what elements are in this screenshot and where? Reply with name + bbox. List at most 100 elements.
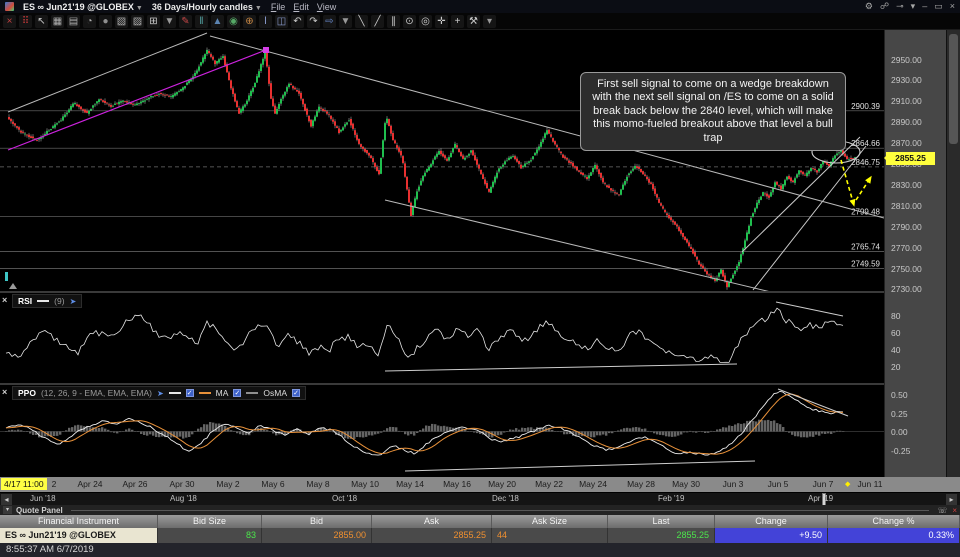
rsi-trendline[interactable] (384, 363, 738, 372)
clock-icon[interactable]: ◔ (83, 14, 96, 28)
ray-line-icon[interactable]: ╱ (371, 14, 384, 28)
text-tool-icon[interactable]: Ⅰ (259, 14, 272, 28)
pointer-icon[interactable]: ➤ (156, 388, 164, 398)
scrollbar-thumb[interactable] (949, 34, 958, 144)
print-icon[interactable]: ▤ (67, 14, 80, 28)
pyramid-icon[interactable]: ▲ (211, 14, 224, 28)
note-tool-icon[interactable]: ◫ (275, 14, 288, 28)
timeframe-selector[interactable]: 36 Days/Hourly candles ▼ (152, 2, 262, 12)
quote-cell[interactable]: ES ∞ Jun21'19 @GLOBEX (0, 528, 158, 543)
rsi-chart-pane[interactable] (0, 293, 884, 388)
quote-cell[interactable]: 0.33% (828, 528, 960, 543)
cursor-icon[interactable]: ↖ (35, 14, 48, 28)
time-label: May 8 (306, 479, 330, 489)
snap-grid-icon[interactable]: ⠿ (19, 14, 32, 28)
chart-type-dropdown-icon[interactable]: ▼ (163, 14, 176, 28)
pan-icon[interactable]: + (451, 14, 464, 28)
settings-gear-icon[interactable]: ⚙ (864, 1, 873, 11)
chart-annotation-note[interactable]: First sell signal to come on a wedge bre… (580, 72, 846, 152)
zoom-in-icon[interactable]: ⊙ (403, 14, 416, 28)
quote-cell[interactable]: 2855.25 (372, 528, 492, 543)
time-label: Jun 11 (857, 479, 883, 489)
ppo-trendline[interactable] (777, 388, 849, 417)
quote-cell[interactable]: 83 (158, 528, 262, 543)
title-bar: ES ∞ Jun21'19 @GLOBEX ▼ 36 Days/Hourly ca… (0, 0, 960, 13)
undo-icon[interactable]: ↶ (291, 14, 304, 28)
rsi-close-button[interactable]: × (2, 295, 8, 305)
forecast-arrow[interactable] (855, 179, 870, 201)
ppo-checkbox[interactable]: ✓ (185, 389, 194, 397)
trendline-icon[interactable]: ╲ (355, 14, 368, 28)
table-icon[interactable]: ▦ (51, 14, 64, 28)
chart-edit-icon[interactable]: ▧ (115, 14, 128, 28)
forecast-arrow[interactable] (840, 159, 854, 203)
trendline-anchor-marker[interactable] (263, 47, 269, 53)
pane-splitter[interactable] (0, 291, 884, 293)
pin-icon[interactable]: ⊸ (896, 1, 904, 11)
ppo-trendline[interactable] (404, 460, 756, 472)
globe-icon[interactable]: ◉ (227, 14, 240, 28)
quote-col-header[interactable]: Bid Size (158, 515, 262, 528)
close-icon[interactable]: × (952, 505, 957, 515)
quote-col-header[interactable]: Bid (262, 515, 372, 528)
close-icon[interactable]: × (949, 1, 955, 11)
quote-cell[interactable]: 2855.25 (608, 528, 715, 543)
rsi-params: (9) (54, 296, 65, 306)
close-chart-icon[interactable]: × (3, 14, 16, 28)
quote-col-header[interactable]: Ask (372, 515, 492, 528)
quote-cell[interactable]: +9.50 (715, 528, 828, 543)
quote-col-header[interactable]: Change % (828, 515, 960, 528)
price-axis[interactable]: 2950.002930.002910.002890.002870.002850.… (884, 30, 947, 477)
menu-item-edit[interactable]: Edit (293, 1, 309, 12)
rsi-trendline[interactable] (775, 301, 844, 317)
osma-checkbox[interactable]: ✓ (292, 389, 301, 397)
tools-dropdown-icon[interactable]: ▼ (339, 14, 352, 28)
target-icon[interactable]: ⊕ (243, 14, 256, 28)
draw-pen-icon[interactable]: ✎ (179, 14, 192, 28)
pane-splitter[interactable] (0, 383, 884, 385)
quote-table-row[interactable]: ES ∞ Jun21'19 @GLOBEX 83 2855.00 2855.25 44 2… (0, 528, 960, 543)
scroll-left-button[interactable]: ◂ (1, 494, 12, 505)
link-icon[interactable]: ☍ (880, 1, 890, 11)
crosshair-icon[interactable]: ✛ (435, 14, 448, 28)
svg-text:2799.48: 2799.48 (851, 207, 880, 216)
redo-icon[interactable]: ↷ (307, 14, 320, 28)
restore-icon[interactable]: ▭ (934, 1, 943, 11)
ppo-close-button[interactable]: × (2, 387, 8, 397)
price-chart-pane[interactable]: 2900.39 2864.66 2846.75 2799.48 2765.74 2749.… (0, 30, 885, 319)
menu-item-view[interactable]: View (316, 1, 337, 12)
alert-icon[interactable]: ☏ (937, 505, 948, 515)
quote-col-header[interactable]: Last (608, 515, 715, 528)
wrench-icon[interactable]: ⚒ (467, 14, 480, 28)
ma-checkbox[interactable]: ✓ (233, 389, 242, 397)
chart-region: 2900.39 2864.66 2846.75 2799.48 2765.74 2749.… (0, 30, 960, 477)
tile-grid-icon[interactable]: ⊞ (147, 14, 160, 28)
ma-label: MA (215, 388, 229, 398)
vertical-scrollbar[interactable] (946, 30, 960, 477)
quote-cell[interactable]: 44 (492, 528, 608, 543)
time-label: May 10 (351, 479, 379, 489)
collapse-icon[interactable]: ▾ (3, 506, 12, 514)
minimize-icon[interactable]: – (922, 1, 928, 11)
ppo-tick-label: 0.50 (891, 390, 908, 400)
circle-icon[interactable]: ● (99, 14, 112, 28)
quote-col-header[interactable]: Ask Size (492, 515, 608, 528)
pin-caret-icon[interactable]: ▾ (910, 1, 916, 11)
symbol-selector[interactable]: ES ∞ Jun21'19 @GLOBEX ▼ (23, 2, 143, 12)
quote-col-header[interactable]: Change (715, 515, 828, 528)
zoom-out-icon[interactable]: ◎ (419, 14, 432, 28)
volume-profile-icon[interactable]: ‖ (195, 14, 208, 28)
forward-arrow-icon[interactable]: ⇨ (323, 14, 336, 28)
quote-col-header[interactable]: Financial Instrument (0, 515, 158, 528)
pointer-icon[interactable]: ➤ (69, 296, 77, 306)
more-dropdown-icon[interactable]: ▾ (483, 14, 496, 28)
chart-scrollbar[interactable]: ◂ ▸ Jun '18 Aug '18 Oct '18 Dec '18 Feb '19 A… (0, 492, 960, 506)
layout-icon[interactable]: ▨ (131, 14, 144, 28)
time-axis[interactable]: 4/17 11:00 ◆ 2 Apr 24 Apr 26 Apr 30 May 2 May… (0, 477, 960, 492)
channel-icon[interactable]: ∥ (387, 14, 400, 28)
scroll-right-button[interactable]: ▸ (946, 494, 957, 505)
menu-item-file[interactable]: File (270, 1, 286, 12)
ppo-chart-pane[interactable] (0, 385, 884, 481)
quote-panel-header: ▾ Quote Panel ☏ × (0, 505, 960, 515)
quote-cell[interactable]: 2855.00 (262, 528, 372, 543)
